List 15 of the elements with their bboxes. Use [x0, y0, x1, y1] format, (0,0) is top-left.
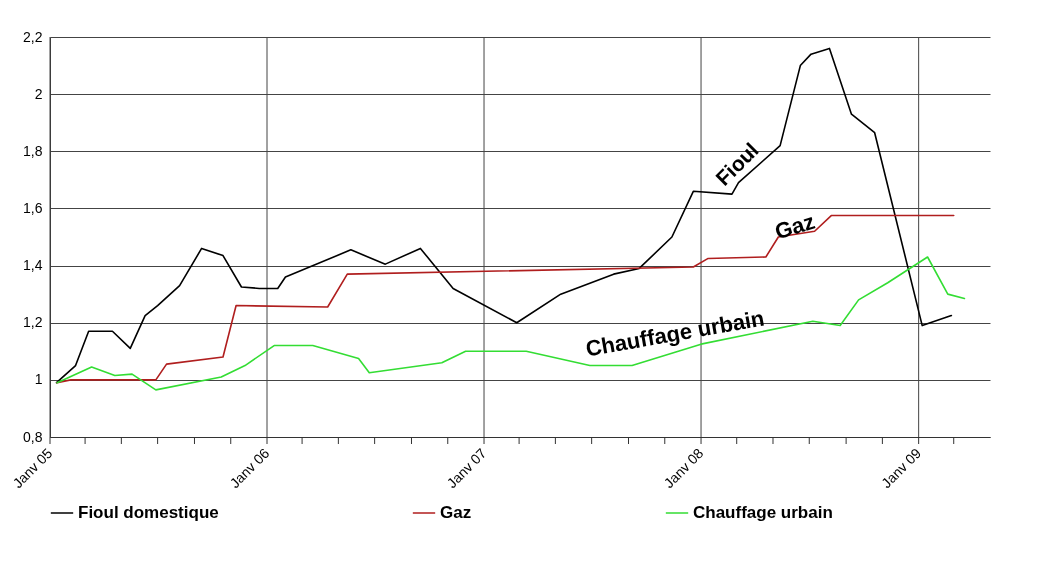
- y-tick-label: 1,2: [23, 314, 43, 331]
- y-tick-label: 2: [34, 85, 43, 102]
- y-tick-label: 1,8: [23, 142, 43, 159]
- legend-label: Chauffage urbain: [693, 503, 833, 522]
- legend-label: Gaz: [440, 503, 472, 522]
- y-tick-label: 1,6: [23, 199, 43, 216]
- y-tick-label: 1,4: [23, 257, 43, 274]
- y-tick-label: 0,8: [23, 428, 43, 445]
- y-tick-label: 2,2: [23, 28, 43, 45]
- line-series: [55, 47, 953, 384]
- legend-label: Fioul domestique: [78, 503, 219, 522]
- annotation: Gaz: [771, 208, 818, 245]
- line-series: [56, 256, 966, 391]
- y-tick-label: 1: [34, 371, 43, 388]
- annotation: Chauffage urbain: [583, 305, 767, 362]
